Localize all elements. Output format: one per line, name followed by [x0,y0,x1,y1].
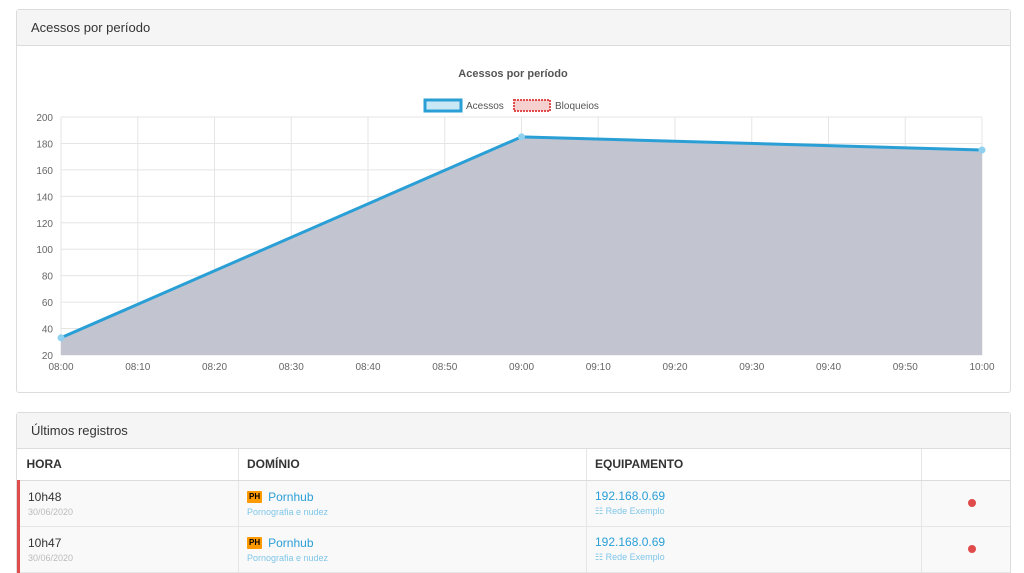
cell-equipamento: 192.168.0.69 ☷ Rede Exemplo [586,480,922,527]
row-date: 30/06/2020 [28,552,74,563]
network-icon: ☷ [595,506,604,516]
records-panel-heading: Últimos registros [17,413,1010,449]
x-tick-label: 08:30 [279,362,304,373]
network-link[interactable]: ☷ Rede Exemplo [595,552,913,563]
cell-dominio: PH Pornhub Pornografia e nudez [238,480,587,527]
table-row[interactable]: 10h47 30/06/2020 PH Pornhub Pornografia … [17,526,1010,573]
x-tick-label: 09:10 [586,362,611,373]
chart-panel: Acessos por período Acessos por período A… [16,9,1011,393]
data-point-acessos [57,334,65,342]
x-tick-label: 09:00 [509,362,534,373]
domain-logo-icon: PH [247,536,263,549]
data-point-acessos [978,146,986,154]
series-area-acessos [61,136,982,355]
column-header-hora: HORA [18,449,239,481]
device-ip-link[interactable]: 192.168.0.69 [595,535,666,549]
device-ip-link[interactable]: 192.168.0.69 [595,489,666,503]
cell-dominio: PH Pornhub Pornografia e nudez [238,526,587,573]
row-time: 10h48 [28,489,62,504]
x-tick-label: 09:50 [893,362,918,373]
status-dot-icon [968,499,976,507]
chart-panel-heading: Acessos por período [17,10,1010,46]
domain-link[interactable]: Pornhub [268,489,314,504]
chart-title: Acessos por período [458,68,568,80]
y-tick-label: 80 [42,272,54,283]
domain-category-link[interactable]: Pornografia e nudez [247,552,329,563]
x-tick-label: 08:00 [48,362,73,373]
y-tick-label: 60 [42,298,54,309]
access-chart: Acessos por período Acessos Bloqueios 20 40 6… [36,68,995,373]
records-panel: Últimos registros HORA DOMÍNIO EQUIPAMEN… [16,412,1011,573]
x-tick-label: 08:50 [432,362,457,373]
data-point-acessos [518,133,525,141]
column-header-equipamento: EQUIPAMENTO [586,449,922,481]
network-name: Rede Exemplo [605,552,665,562]
x-tick-label: 09:40 [816,362,841,373]
cell-status [921,526,1010,573]
y-tick-label: 120 [36,219,53,230]
domain-logo-icon: PH [247,490,263,503]
cell-equipamento: 192.168.0.69 ☷ Rede Exemplo [586,526,922,573]
x-tick-label: 09:30 [739,362,764,373]
x-tick-label: 08:40 [355,362,380,373]
x-tick-label: 08:20 [202,362,227,373]
column-header-dominio: DOMÍNIO [238,449,587,481]
table-row[interactable]: 10h48 30/06/2020 PH Pornhub Pornografia … [17,480,1010,527]
y-tick-label: 100 [36,245,53,256]
y-tick-label: 40 [42,325,54,336]
y-tick-label: 180 [36,139,53,150]
status-dot-icon [968,545,976,553]
domain-category-link[interactable]: Pornografia e nudez [247,506,329,517]
column-header-status [921,449,1010,481]
legend-swatch-bloqueios [513,99,551,112]
cell-hora: 10h48 30/06/2020 [17,480,239,527]
cell-status [921,480,1010,527]
x-tick-label: 09:20 [662,362,687,373]
records-table: HORA DOMÍNIO EQUIPAMENTO 10h48 30/06/202… [17,449,1010,573]
y-tick-label: 160 [36,166,53,177]
network-name: Rede Exemplo [605,506,665,516]
row-date: 30/06/2020 [28,506,74,517]
legend-swatch-acessos [423,98,463,113]
network-icon: ☷ [595,552,604,562]
y-tick-label: 140 [36,192,53,203]
x-tick-label: 08:10 [125,362,150,373]
x-tick-label: 10:00 [969,362,994,373]
cell-hora: 10h47 30/06/2020 [17,526,239,573]
legend-label-bloqueios: Bloqueios [555,101,599,112]
network-link[interactable]: ☷ Rede Exemplo [595,506,913,517]
table-header-row: HORA DOMÍNIO EQUIPAMENTO [18,449,1010,481]
row-time: 10h47 [28,535,62,550]
y-tick-label: 200 [36,113,53,124]
y-tick-label: 20 [42,351,54,362]
legend-label-acessos: Acessos [466,101,504,112]
domain-link[interactable]: Pornhub [268,535,314,550]
